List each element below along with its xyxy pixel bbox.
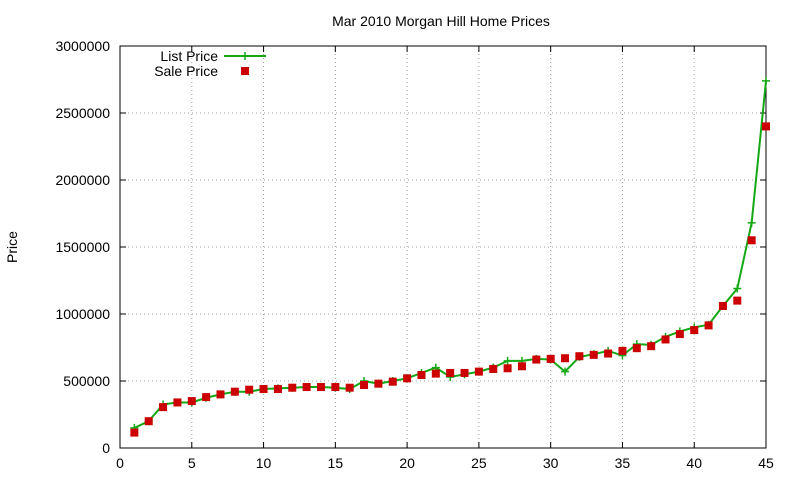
y-tick-label: 1000000 — [55, 306, 110, 322]
x-tick-label: 40 — [686, 455, 702, 471]
sale-price-point — [446, 368, 455, 377]
sale-price-point — [345, 383, 354, 392]
list-price-point — [561, 367, 570, 376]
sale-price-point — [202, 393, 211, 402]
sale-price-point — [331, 383, 340, 392]
chart-title: Mar 2010 Morgan Hill Home Prices — [332, 13, 550, 29]
sale-price-point — [489, 364, 498, 373]
sale-price-point — [302, 383, 311, 392]
plot-series — [130, 76, 770, 437]
sale-price-point — [474, 367, 483, 376]
axes: 0 5 10 15 20 25 30 35 40 45 0 500000 1000000 1500000 2… — [55, 38, 774, 471]
x-tick-label: 35 — [615, 455, 631, 471]
y-tick-label: 2000000 — [55, 172, 110, 188]
sale-price-point — [733, 296, 742, 305]
series-sale-price — [130, 122, 770, 437]
sale-price-point — [661, 335, 670, 344]
sale-price-point — [360, 381, 369, 390]
legend-point-swatch — [241, 67, 249, 75]
x-tick-label: 0 — [116, 455, 124, 471]
x-tick-label: 15 — [328, 455, 344, 471]
sale-price-point — [690, 326, 699, 335]
y-axis-label: Price — [4, 231, 20, 263]
list-price-point — [733, 284, 742, 293]
x-tick-label: 25 — [471, 455, 487, 471]
series-list-price — [130, 76, 770, 432]
y-tick-label: 0 — [102, 440, 110, 456]
list-price-point — [503, 356, 512, 365]
x-tick-label: 20 — [399, 455, 415, 471]
sale-price-point — [632, 344, 641, 353]
sale-price-point — [517, 362, 526, 371]
sale-price-point — [747, 236, 756, 245]
y-tick-label: 500000 — [63, 373, 110, 389]
sale-price-point — [288, 383, 297, 392]
sale-price-point — [561, 354, 570, 363]
sale-price-point — [374, 379, 383, 388]
sale-price-point — [130, 428, 139, 437]
sale-price-point — [388, 377, 397, 386]
sale-price-point — [704, 321, 713, 330]
grid-lines — [120, 46, 766, 448]
sale-price-point — [618, 346, 627, 355]
list-price-point — [747, 218, 756, 227]
sale-price-point — [604, 349, 613, 358]
sale-price-point — [144, 417, 153, 426]
legend-point-swatch — [241, 52, 249, 60]
sale-price-point — [259, 385, 268, 394]
sale-price-point — [647, 342, 656, 351]
sale-price-point — [230, 387, 239, 396]
sale-price-point — [173, 398, 182, 407]
y-tick-label: 3000000 — [55, 38, 110, 54]
x-tick-label: 30 — [543, 455, 559, 471]
sale-price-point — [245, 385, 254, 394]
y-tick-label: 2500000 — [55, 105, 110, 121]
sale-price-point — [216, 390, 225, 399]
x-tick-label: 5 — [188, 455, 196, 471]
sale-price-point — [675, 330, 684, 339]
sale-price-point — [718, 301, 727, 310]
sale-price-point — [460, 368, 469, 377]
sale-price-point — [187, 397, 196, 406]
sale-price-point — [503, 364, 512, 373]
sale-price-point — [431, 369, 440, 378]
sale-price-point — [546, 354, 555, 363]
x-tick-label: 10 — [256, 455, 272, 471]
sale-price-point — [417, 370, 426, 379]
list-price-point — [762, 76, 770, 85]
sale-price-point — [403, 374, 412, 383]
sale-price-point — [159, 403, 168, 412]
legend-label: List Price — [160, 48, 218, 64]
sale-price-point — [589, 350, 598, 359]
sale-price-point — [273, 385, 282, 394]
sale-price-point — [762, 122, 770, 131]
sale-price-point — [575, 352, 584, 361]
y-tick-label: 1500000 — [55, 239, 110, 255]
sale-price-point — [532, 355, 541, 364]
x-tick-label: 45 — [758, 455, 774, 471]
sale-price-point — [316, 383, 325, 392]
legend-label: Sale Price — [154, 63, 218, 79]
